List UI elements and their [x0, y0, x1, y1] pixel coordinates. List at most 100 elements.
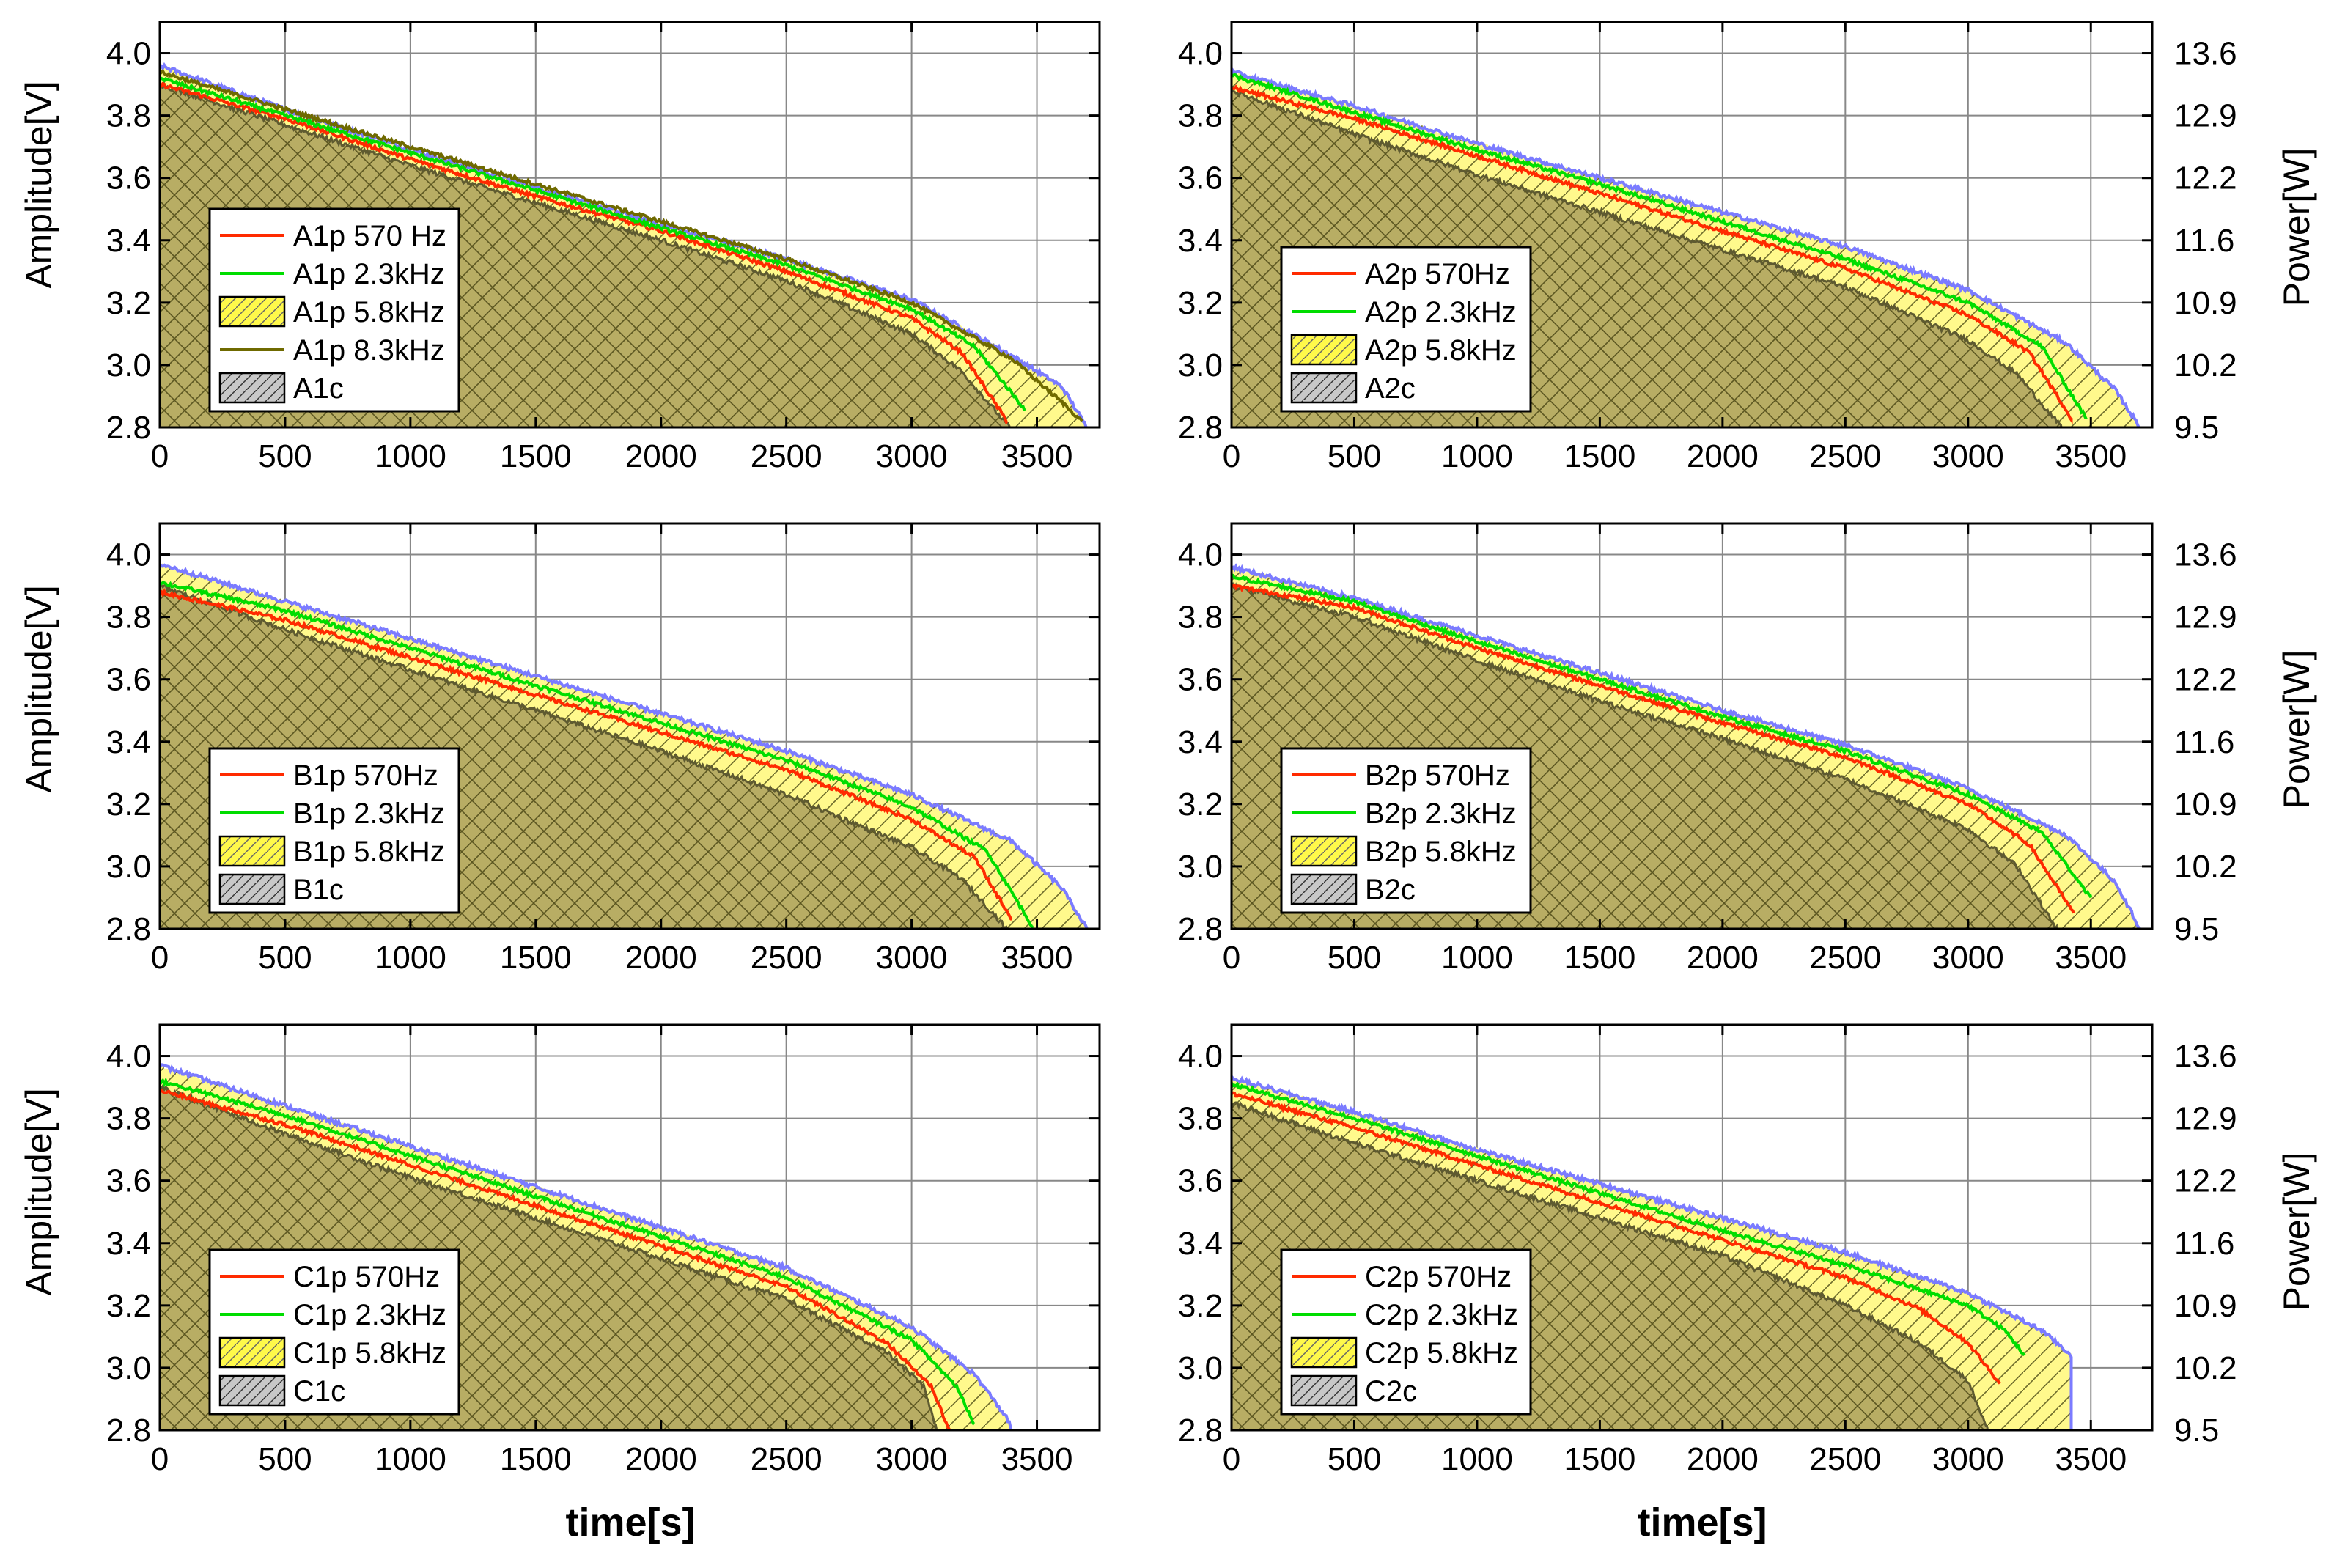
y2-tick-label: 12.9 — [2174, 1101, 2237, 1137]
x-tick-label: 3500 — [2055, 1441, 2127, 1477]
panel-b2: 0 500 1000 1500 2000 2500 3000 3500 2.8 3.0 3.2 3.4… — [1178, 522, 2237, 976]
x-tick-label: 0 — [1223, 1441, 1240, 1477]
legend: A2p 570Hz A2p 2.3kHz A2p 5.8kHz A2c — [1280, 246, 1532, 413]
x-tick-label: 3500 — [1001, 438, 1073, 474]
y-tick-label: 3.0 — [1178, 347, 1223, 383]
x-tick-label: 3000 — [1932, 940, 2004, 976]
x-tick-label: 1500 — [1564, 1441, 1635, 1477]
series-b1p-5.8khz-edge — [160, 562, 1089, 929]
x-tick-label: 500 — [1328, 438, 1381, 474]
y2-tick-label: 13.6 — [2174, 36, 2237, 72]
legend-label: A2p 570Hz — [1365, 258, 1510, 290]
y2-tick-label: 12.9 — [2174, 98, 2237, 134]
y2-tick-label: 12.2 — [2174, 1163, 2237, 1199]
series-b1p-2.3khz — [160, 581, 1034, 929]
y-tick-label: 2.8 — [106, 1413, 151, 1449]
y-tick-label: 3.0 — [1178, 849, 1223, 885]
x-axis-label-left: time[s] — [565, 1501, 695, 1545]
legend-label: C1p 2.3kHz — [293, 1299, 446, 1331]
y-tick-label: 3.4 — [1178, 223, 1223, 259]
y-axis-label-middle: Amplitude[V] — [18, 585, 59, 792]
x-tick-label: 500 — [1328, 940, 1381, 976]
x-tick-label: 3000 — [876, 940, 948, 976]
y2-tick-label: 9.5 — [2174, 1413, 2219, 1449]
legend: C1p 570Hz C1p 2.3kHz C1p 5.8kHz C1c — [208, 1248, 460, 1416]
y-tick-label: 3.6 — [106, 1163, 151, 1199]
y-tick-label: 3.4 — [1178, 724, 1223, 760]
legend-swatch-yellow — [1290, 835, 1358, 867]
panel-c1: 0 500 1000 1500 2000 2500 3000 3500 2.8 3.0 3.2 3.4… — [106, 1023, 1101, 1477]
legend: B2p 570Hz B2p 2.3kHz B2p 5.8kHz B2c — [1280, 747, 1532, 914]
y-tick-label: 4.0 — [106, 36, 151, 72]
legend-label: A1p 570 Hz — [293, 220, 446, 252]
y-tick-label: 2.8 — [106, 911, 151, 947]
x-tick-label: 1000 — [375, 940, 446, 976]
y-tick-label: 3.2 — [1178, 1288, 1223, 1324]
legend-swatch-cross — [1290, 372, 1358, 404]
y-tick-label: 3.2 — [106, 787, 151, 822]
series-c1p-570hz — [160, 1088, 951, 1430]
y-tick-label: 4.0 — [1178, 537, 1223, 573]
panel-b1: 0 500 1000 1500 2000 2500 3000 3500 2.8 3.0 3.2 3.4… — [106, 522, 1101, 976]
y-tick-label: 3.0 — [1178, 1350, 1223, 1386]
x-tick-label: 3500 — [1001, 940, 1073, 976]
y2-tick-label: 11.6 — [2174, 1226, 2234, 1262]
x-tick-label: 3000 — [876, 1441, 948, 1477]
y-tick-label: 3.6 — [1178, 161, 1223, 196]
y-tick-label: 3.2 — [106, 1288, 151, 1324]
legend-label: B2p 5.8kHz — [1365, 836, 1517, 868]
y-tick-label: 3.8 — [106, 600, 151, 636]
y2-tick-label: 11.6 — [2174, 223, 2234, 259]
x-tick-label: 0 — [1223, 438, 1240, 474]
y-tick-label: 3.2 — [1178, 787, 1223, 822]
legend-swatch-yellow — [1290, 334, 1358, 366]
y2-axis-label-middle: Power[W] — [2276, 650, 2317, 809]
y-tick-label: 3.0 — [106, 347, 151, 383]
series-c2p-570hz — [1232, 1091, 2001, 1385]
x-tick-label: 1000 — [375, 1441, 446, 1477]
y-tick-label: 2.8 — [1178, 911, 1223, 947]
y2-tick-label: 9.5 — [2174, 911, 2219, 947]
x-tick-label: 2000 — [625, 940, 697, 976]
y-tick-label: 4.0 — [106, 1039, 151, 1075]
x-tick-label: 1000 — [1441, 940, 1513, 976]
legend-label: A1p 8.3kHz — [293, 334, 445, 367]
y-tick-label: 4.0 — [106, 537, 151, 573]
x-tick-label: 1500 — [1564, 438, 1635, 474]
y2-tick-label: 11.6 — [2174, 724, 2234, 760]
x-tick-label: 2500 — [1809, 940, 1881, 976]
series-a2p-570hz — [1232, 84, 2073, 424]
legend-swatch-cross — [218, 873, 286, 905]
y2-tick-label: 10.2 — [2174, 347, 2237, 383]
legend-label: C2p 5.8kHz — [1365, 1337, 1518, 1369]
x-tick-label: 2500 — [1809, 1441, 1881, 1477]
legend-swatch-yellow — [218, 295, 286, 328]
y-tick-label: 3.0 — [106, 849, 151, 885]
series-a1p-8.3khz — [160, 69, 1083, 422]
legend-label: B1p 2.3kHz — [293, 798, 445, 830]
x-tick-label: 3000 — [876, 438, 948, 474]
legend-label: B2p 2.3kHz — [1365, 798, 1517, 830]
x-tick-label: 0 — [151, 438, 169, 474]
y2-tick-label: 13.6 — [2174, 537, 2237, 573]
x-tick-label: 0 — [151, 940, 169, 976]
series-b2p-570hz — [1232, 583, 2075, 914]
y-tick-label: 3.6 — [1178, 1163, 1223, 1199]
y-tick-label: 3.6 — [1178, 662, 1223, 698]
plot-frame — [1230, 1023, 2154, 1432]
legend-label: A1c — [293, 372, 344, 405]
x-tick-label: 500 — [1328, 1441, 1381, 1477]
series-c2p-2.3khz — [1232, 1081, 2026, 1357]
y-tick-label: 2.8 — [1178, 1413, 1223, 1449]
y-tick-label: 3.4 — [106, 1226, 151, 1262]
x-tick-label: 3500 — [2055, 438, 2127, 474]
legend-label: A1p 2.3kHz — [293, 258, 445, 290]
x-tick-label: 0 — [1223, 940, 1240, 976]
y-tick-label: 3.4 — [1178, 1226, 1223, 1262]
plot-frame — [158, 522, 1101, 930]
series-a2p-2.3khz — [1232, 73, 2088, 420]
y-tick-label: 3.6 — [106, 161, 151, 196]
legend-label: C1p 570Hz — [293, 1261, 440, 1293]
y2-tick-label: 12.2 — [2174, 662, 2237, 698]
